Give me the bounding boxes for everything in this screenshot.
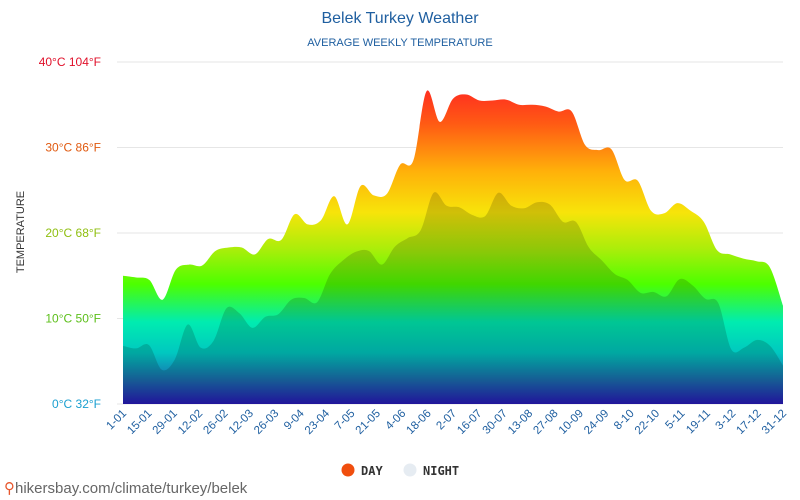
chart-subtitle: AVERAGE WEEKLY TEMPERATURE — [307, 37, 492, 49]
footer-link[interactable]: ⚲hikersbay.com/climate/turkey/belek — [4, 479, 247, 497]
x-tick-label: 19-11 — [684, 408, 713, 437]
x-tick-label: 16-07 — [455, 408, 484, 437]
footer-text: hikersbay.com/climate/turkey/belek — [15, 480, 248, 497]
x-tick-label: 22-10 — [633, 408, 662, 437]
y-tick-label: 40°C 104°F — [39, 55, 101, 69]
y-axis-title: TEMPERATURE — [15, 191, 27, 273]
chart-title: Belek Turkey Weather — [321, 10, 479, 27]
legend-day-marker — [341, 463, 355, 477]
x-tick-label: 27-08 — [531, 408, 560, 437]
x-tick-label: 29-01 — [151, 408, 180, 437]
night-temperature-area — [123, 192, 783, 404]
x-tick-label: 24-09 — [582, 408, 611, 437]
x-tick-label: 21-05 — [354, 408, 383, 437]
x-tick-label: 12-03 — [227, 408, 256, 437]
legend-day-label: DAY — [361, 464, 383, 478]
x-tick-label: 30-07 — [481, 408, 510, 437]
x-tick-label: 18-06 — [404, 408, 433, 437]
x-tick-label: 13-08 — [506, 408, 535, 437]
legend: DAY NIGHT — [341, 463, 460, 479]
y-tick-label: 10°C 50°F — [45, 312, 101, 326]
map-pin-icon: ⚲ — [4, 480, 15, 497]
x-tick-label: 26-02 — [201, 408, 230, 437]
x-tick-label: 17-12 — [734, 408, 763, 437]
legend-item-night[interactable]: NIGHT — [403, 463, 460, 479]
x-tick-label: 12-02 — [176, 408, 205, 437]
x-tick-label: 15-01 — [125, 408, 154, 437]
legend-night-label: NIGHT — [423, 464, 459, 478]
x-tick-label: 23-04 — [303, 407, 333, 437]
y-tick-label: 20°C 68°F — [45, 226, 101, 240]
y-tick-labels: 0°C 32°F 10°C 50°F 20°C 68°F 30°C 86°F 40°C … — [39, 55, 101, 411]
legend-night-marker — [403, 463, 417, 477]
y-tick-label: 30°C 86°F — [45, 141, 101, 155]
legend-item-day[interactable]: DAY — [341, 463, 384, 479]
x-tick-label: 26-03 — [252, 408, 281, 437]
y-tick-label: 0°C 32°F — [52, 397, 101, 411]
x-tick-label: 31-12 — [760, 408, 789, 437]
x-tick-label: 10-09 — [557, 408, 586, 437]
